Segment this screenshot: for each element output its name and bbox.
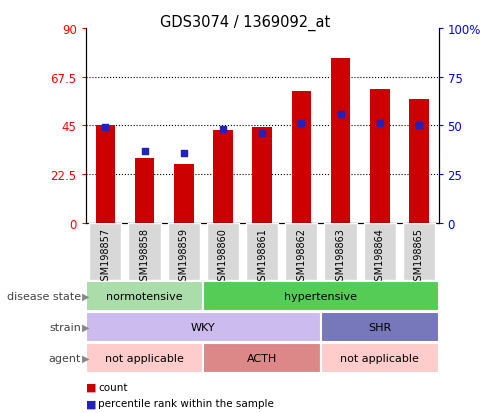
Text: SHR: SHR bbox=[368, 322, 392, 332]
Bar bbox=[203, 282, 439, 311]
Point bbox=[258, 131, 266, 137]
Bar bbox=[96, 126, 115, 223]
FancyBboxPatch shape bbox=[403, 223, 435, 280]
Text: strain: strain bbox=[49, 322, 81, 332]
FancyBboxPatch shape bbox=[364, 223, 396, 280]
FancyBboxPatch shape bbox=[128, 223, 161, 280]
Text: GSM198859: GSM198859 bbox=[179, 228, 189, 287]
Text: not applicable: not applicable bbox=[105, 353, 184, 363]
FancyBboxPatch shape bbox=[207, 223, 239, 280]
FancyBboxPatch shape bbox=[89, 223, 122, 280]
Point bbox=[376, 121, 384, 127]
Point bbox=[297, 121, 305, 127]
Text: GSM198858: GSM198858 bbox=[140, 228, 149, 287]
Point bbox=[415, 123, 423, 129]
FancyBboxPatch shape bbox=[168, 223, 200, 280]
FancyBboxPatch shape bbox=[285, 223, 318, 280]
Text: agent: agent bbox=[49, 353, 81, 363]
Text: ▶: ▶ bbox=[82, 322, 89, 332]
Text: not applicable: not applicable bbox=[341, 353, 419, 363]
Text: ■: ■ bbox=[86, 382, 96, 392]
Bar bbox=[203, 344, 321, 373]
Text: hypertensive: hypertensive bbox=[285, 291, 357, 301]
Bar bbox=[292, 91, 311, 223]
Text: count: count bbox=[98, 382, 127, 392]
Text: ACTH: ACTH bbox=[247, 353, 277, 363]
Bar bbox=[213, 130, 233, 223]
Text: GSM198863: GSM198863 bbox=[336, 228, 345, 286]
Point bbox=[219, 126, 227, 133]
FancyBboxPatch shape bbox=[246, 223, 278, 280]
Text: GSM198865: GSM198865 bbox=[414, 228, 424, 287]
Text: GSM198862: GSM198862 bbox=[296, 228, 306, 287]
Text: percentile rank within the sample: percentile rank within the sample bbox=[98, 399, 274, 408]
Bar bbox=[370, 89, 390, 223]
Bar bbox=[174, 165, 194, 223]
Point bbox=[180, 150, 188, 157]
Text: ■: ■ bbox=[86, 399, 96, 408]
FancyBboxPatch shape bbox=[324, 223, 357, 280]
Text: ▶: ▶ bbox=[82, 353, 89, 363]
Bar bbox=[86, 313, 321, 342]
Text: GSM198857: GSM198857 bbox=[100, 228, 110, 287]
Text: WKY: WKY bbox=[191, 322, 216, 332]
Text: GSM198861: GSM198861 bbox=[257, 228, 267, 286]
Text: ▶: ▶ bbox=[82, 291, 89, 301]
Text: GSM198860: GSM198860 bbox=[218, 228, 228, 286]
Point bbox=[337, 111, 344, 118]
Text: normotensive: normotensive bbox=[106, 291, 183, 301]
Text: disease state: disease state bbox=[7, 291, 81, 301]
Bar bbox=[252, 128, 272, 223]
Text: GDS3074 / 1369092_at: GDS3074 / 1369092_at bbox=[160, 14, 330, 31]
Text: GSM198864: GSM198864 bbox=[375, 228, 385, 286]
Bar bbox=[331, 59, 350, 223]
Bar bbox=[321, 344, 439, 373]
Bar bbox=[86, 282, 203, 311]
Bar bbox=[321, 313, 439, 342]
Point bbox=[101, 125, 109, 131]
Bar bbox=[135, 158, 154, 223]
Bar bbox=[409, 100, 429, 223]
Bar bbox=[86, 344, 203, 373]
Point bbox=[141, 148, 148, 154]
